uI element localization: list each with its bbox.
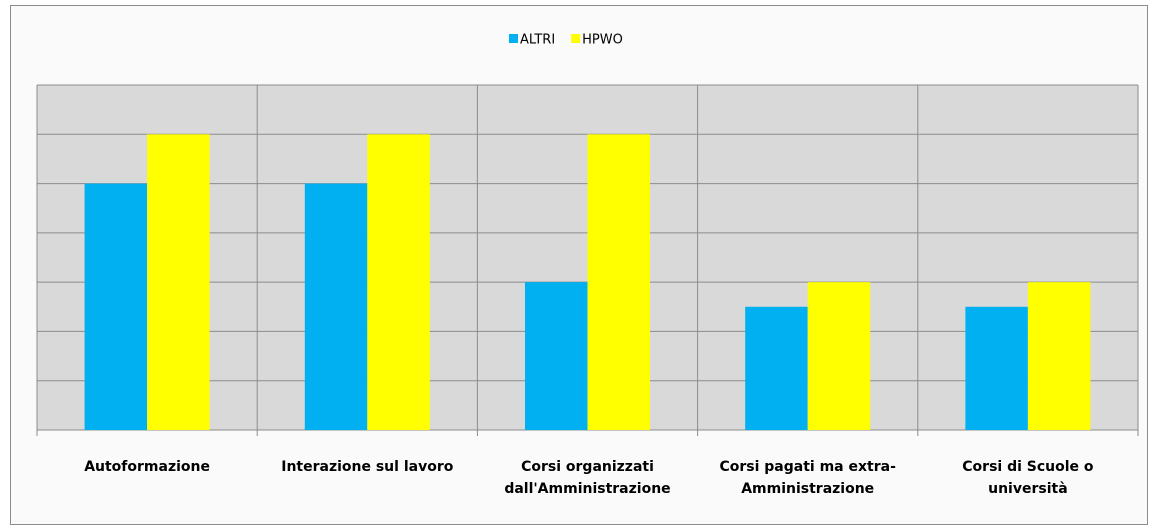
bar — [1027, 282, 1091, 430]
bar — [587, 134, 650, 431]
legend-label: ALTRI — [520, 33, 555, 48]
bar — [807, 282, 871, 430]
x-tick-label: Interazione sul lavoro — [281, 459, 454, 475]
bar — [84, 183, 148, 430]
bar — [304, 183, 368, 430]
bar — [147, 134, 210, 431]
bar — [965, 306, 1028, 430]
x-tick-label: Corsi pagati ma extra-Amministrazione — [719, 459, 896, 497]
legend-swatch — [509, 34, 518, 43]
bar — [367, 134, 430, 431]
bar — [525, 282, 588, 430]
x-tick-label: Autoformazione — [84, 459, 210, 475]
legend-swatch — [571, 34, 581, 43]
legend-label: HPWO — [582, 33, 623, 48]
bar — [745, 306, 808, 430]
x-tick-label: Corsi di Scuole o università — [962, 459, 1094, 497]
x-tick-label: Corsi organizzati dall'Amministrazione — [504, 459, 671, 497]
